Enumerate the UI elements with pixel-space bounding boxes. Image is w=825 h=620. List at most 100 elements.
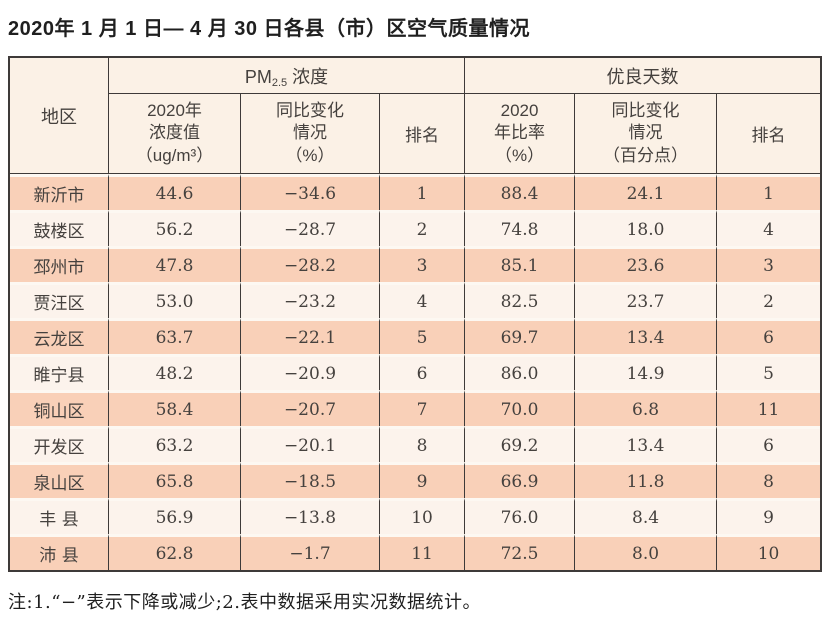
header-region: 地区 bbox=[10, 58, 109, 174]
cell-region: 鼓楼区 bbox=[10, 210, 109, 246]
header-good-change: 同比变化 情况 （百分点） bbox=[575, 94, 718, 174]
pm25-subscript: 2.5 bbox=[271, 76, 288, 89]
cell-pm-value: 65.8 bbox=[109, 462, 241, 498]
cell-region: 开发区 bbox=[10, 426, 109, 462]
cell-pm-change: −18.5 bbox=[241, 462, 380, 498]
cell-good-change: 8.4 bbox=[575, 498, 718, 534]
cell-good-rate: 86.0 bbox=[465, 354, 576, 390]
cell-pm-change: −34.6 bbox=[241, 174, 380, 210]
cell-pm-change: −1.7 bbox=[241, 534, 380, 570]
cell-pm-rank: 11 bbox=[380, 534, 466, 570]
header-pm-value: 2020年 浓度值 （ug/m³） bbox=[109, 94, 241, 174]
cell-good-change: 24.1 bbox=[575, 174, 718, 210]
cell-pm-value: 56.9 bbox=[109, 498, 241, 534]
table-header: 地区 PM2.5 浓度 优良天数 2020年 浓度值 （ug/m³） 同比变化 … bbox=[10, 58, 821, 174]
cell-good-rank: 1 bbox=[717, 174, 821, 210]
cell-good-change: 14.9 bbox=[575, 354, 718, 390]
header-line: （ug/m³） bbox=[135, 145, 214, 165]
header-line: （百分点） bbox=[603, 145, 689, 165]
cell-pm-rank: 4 bbox=[380, 282, 466, 318]
cell-region: 云龙区 bbox=[10, 318, 109, 354]
cell-region: 睢宁县 bbox=[10, 354, 109, 390]
cell-pm-value: 62.8 bbox=[109, 534, 241, 570]
cell-good-rank: 5 bbox=[717, 354, 821, 390]
header-line: 情况 bbox=[293, 123, 327, 143]
cell-pm-value: 58.4 bbox=[109, 390, 241, 426]
table-row: 开发区 63.2 −20.1 8 69.2 13.4 6 bbox=[10, 426, 821, 462]
cell-good-rate: 76.0 bbox=[465, 498, 576, 534]
header-line: 浓度值 bbox=[149, 123, 200, 143]
cell-good-rank: 6 bbox=[717, 426, 821, 462]
cell-pm-rank: 2 bbox=[380, 210, 466, 246]
cell-pm-value: 53.0 bbox=[109, 282, 241, 318]
cell-region: 泉山区 bbox=[10, 462, 109, 498]
cell-good-change: 18.0 bbox=[575, 210, 718, 246]
cell-good-rank: 11 bbox=[717, 390, 821, 426]
header-line: （%） bbox=[285, 145, 335, 165]
header-line: 2020 bbox=[500, 100, 539, 120]
header-line: 年比率 bbox=[494, 123, 546, 143]
cell-good-rank: 9 bbox=[717, 498, 821, 534]
page-title: 2020年 1 月 1 日— 4 月 30 日各县（市）区空气质量情况 bbox=[8, 18, 531, 40]
header-line: 2020年 bbox=[147, 100, 202, 120]
header-group-pm25: PM2.5 浓度 bbox=[109, 58, 466, 94]
cell-good-change: 13.4 bbox=[575, 318, 718, 354]
table-row: 云龙区 63.7 −22.1 5 69.7 13.4 6 bbox=[10, 318, 821, 354]
cell-region: 铜山区 bbox=[10, 390, 109, 426]
cell-good-change: 11.8 bbox=[575, 462, 718, 498]
cell-pm-rank: 5 bbox=[380, 318, 466, 354]
cell-good-rate: 74.8 bbox=[465, 210, 576, 246]
cell-good-rate: 85.1 bbox=[465, 246, 576, 282]
cell-pm-rank: 1 bbox=[380, 174, 466, 210]
cell-pm-rank: 10 bbox=[380, 498, 466, 534]
header-group-good-days: 优良天数 bbox=[465, 58, 821, 94]
cell-pm-value: 47.8 bbox=[109, 246, 241, 282]
cell-good-change: 23.7 bbox=[575, 282, 718, 318]
cell-region: 沛 县 bbox=[10, 534, 109, 570]
header-line: 同比变化 bbox=[276, 100, 344, 120]
cell-good-rank: 8 bbox=[717, 462, 821, 498]
header-line: 情况 bbox=[628, 123, 663, 143]
cell-good-rank: 3 bbox=[717, 246, 821, 282]
header-good-rate: 2020 年比率 （%） bbox=[465, 94, 576, 174]
table-row: 睢宁县 48.2 −20.9 6 86.0 14.9 5 bbox=[10, 354, 821, 390]
table-body: 新沂市 44.6 −34.6 1 88.4 24.1 1 鼓楼区 56.2 −2… bbox=[10, 174, 821, 570]
header-pm-rank: 排名 bbox=[380, 94, 466, 174]
cell-pm-rank: 6 bbox=[380, 354, 466, 390]
cell-good-change: 13.4 bbox=[575, 426, 718, 462]
table-row: 贾汪区 53.0 −23.2 4 82.5 23.7 2 bbox=[10, 282, 821, 318]
cell-good-change: 6.8 bbox=[575, 390, 718, 426]
cell-pm-change: −20.1 bbox=[241, 426, 380, 462]
cell-pm-change: −20.7 bbox=[241, 390, 380, 426]
cell-pm-rank: 8 bbox=[380, 426, 466, 462]
cell-pm-rank: 7 bbox=[380, 390, 466, 426]
footnote: 注:1.“−”表示下降或减少;2.表中数据采用实况数据统计。 bbox=[8, 592, 481, 613]
table-row: 新沂市 44.6 −34.6 1 88.4 24.1 1 bbox=[10, 174, 821, 210]
cell-pm-value: 44.6 bbox=[109, 174, 241, 210]
cell-good-change: 23.6 bbox=[575, 246, 718, 282]
cell-good-change: 8.0 bbox=[575, 534, 718, 570]
table-row: 铜山区 58.4 −20.7 7 70.0 6.8 11 bbox=[10, 390, 821, 426]
cell-good-rate: 82.5 bbox=[465, 282, 576, 318]
table-row: 泉山区 65.8 −18.5 9 66.9 11.8 8 bbox=[10, 462, 821, 498]
air-quality-table: 地区 PM2.5 浓度 优良天数 2020年 浓度值 （ug/m³） 同比变化 … bbox=[8, 56, 823, 572]
cell-pm-value: 63.2 bbox=[109, 426, 241, 462]
header-line: 同比变化 bbox=[611, 100, 680, 120]
cell-good-rank: 4 bbox=[717, 210, 821, 246]
cell-pm-rank: 9 bbox=[380, 462, 466, 498]
cell-pm-value: 56.2 bbox=[109, 210, 241, 246]
cell-pm-change: −23.2 bbox=[241, 282, 380, 318]
cell-good-rate: 88.4 bbox=[465, 174, 576, 210]
header-pm-change: 同比变化 情况 （%） bbox=[241, 94, 380, 174]
cell-good-rank: 10 bbox=[717, 534, 821, 570]
cell-region: 新沂市 bbox=[10, 174, 109, 210]
table-row: 丰 县 56.9 −13.8 10 76.0 8.4 9 bbox=[10, 498, 821, 534]
cell-pm-change: −28.2 bbox=[241, 246, 380, 282]
cell-region: 丰 县 bbox=[10, 498, 109, 534]
cell-good-rate: 72.5 bbox=[465, 534, 576, 570]
table-row: 鼓楼区 56.2 −28.7 2 74.8 18.0 4 bbox=[10, 210, 821, 246]
cell-good-rank: 6 bbox=[717, 318, 821, 354]
cell-region: 贾汪区 bbox=[10, 282, 109, 318]
cell-region: 邳州市 bbox=[10, 246, 109, 282]
cell-good-rate: 69.7 bbox=[465, 318, 576, 354]
